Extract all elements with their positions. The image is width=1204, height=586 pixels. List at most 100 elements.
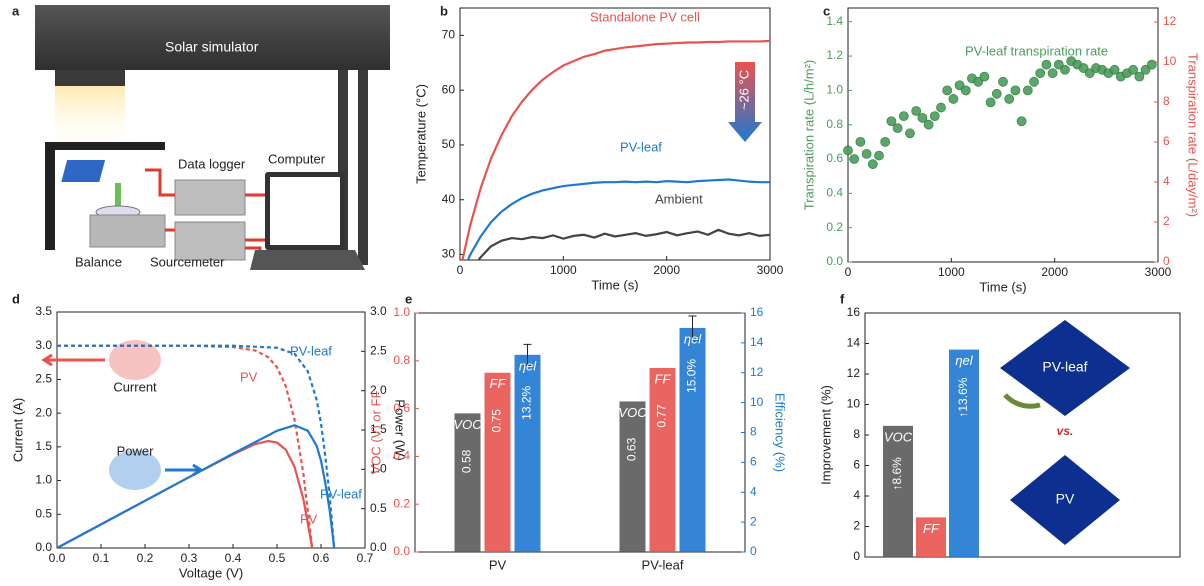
- y-tick-label: 0.8: [393, 353, 410, 367]
- value-label: 0.63: [625, 437, 639, 461]
- y2-tick-label: 3.0: [370, 304, 387, 318]
- series-line: [466, 178, 770, 260]
- pillar: [338, 70, 348, 265]
- point: [979, 71, 990, 82]
- point: [861, 148, 872, 159]
- x-tick-label: 0: [457, 263, 464, 277]
- inset-label: vs.: [1057, 424, 1074, 438]
- bar-name: VOC: [884, 429, 913, 444]
- point: [985, 97, 996, 108]
- bar: [619, 401, 646, 552]
- point: [1010, 85, 1021, 96]
- x-tick-label: 0.4: [225, 551, 242, 565]
- bar: [679, 327, 706, 552]
- annotation-marker: [109, 340, 161, 380]
- bar-name: VOC: [453, 417, 482, 432]
- bar: [514, 354, 541, 552]
- y-tick-label: 50: [442, 137, 456, 151]
- y2-tick-label: 0: [750, 544, 757, 558]
- y-tick-label: 0.8: [826, 117, 843, 131]
- point: [991, 88, 1002, 99]
- y2-tick-label: 16: [750, 305, 764, 319]
- y-tick-label: 1.4: [826, 14, 843, 28]
- point: [843, 145, 853, 156]
- y-tick-label: 2: [853, 519, 860, 533]
- y-tick-label: 2.0: [35, 405, 52, 419]
- y2-tick-label: 0.0: [370, 540, 387, 554]
- series-label: PV: [240, 369, 258, 384]
- error-bar: [523, 343, 532, 366]
- y-tick-label: 0.2: [393, 496, 410, 510]
- point: [855, 136, 866, 147]
- y-axis-label: Transpiration rate (L/h/m²): [801, 60, 816, 211]
- y2-axis-label: Power (W): [393, 399, 408, 460]
- x-tick-label: 0.6: [313, 551, 330, 565]
- x-tick-label: 1000: [938, 265, 965, 279]
- bar-name: VOC: [618, 405, 647, 420]
- series-label: PV: [300, 511, 318, 526]
- stem: [115, 183, 121, 208]
- point: [1134, 71, 1145, 82]
- y-tick-label: 0.0: [35, 540, 52, 554]
- laptop-display: [270, 177, 340, 245]
- y-axis-label: Improvement (%): [818, 385, 833, 485]
- plot-frame: [459, 7, 771, 261]
- x-tick-label: 0.1: [93, 551, 110, 565]
- point: [886, 116, 897, 127]
- point: [880, 136, 891, 147]
- y-tick-label: 70: [442, 28, 456, 42]
- label: Computer: [268, 151, 326, 166]
- point: [911, 106, 922, 116]
- value-label: 15.0%: [685, 359, 699, 393]
- y-tick-label: 0.4: [393, 449, 410, 463]
- pv-cell: [61, 160, 106, 182]
- point: [917, 112, 928, 123]
- y-tick-label: 0.0: [826, 254, 843, 268]
- y-tick-label: 0.2: [826, 220, 843, 234]
- y2-tick-label: 4: [1163, 174, 1170, 188]
- bar-name: ηel: [684, 331, 702, 346]
- logger-box: [174, 179, 246, 216]
- point: [942, 85, 953, 96]
- y2-tick-label: 0: [1163, 254, 1170, 268]
- panel-label: b: [440, 3, 448, 18]
- y2-tick-label: 12: [750, 365, 764, 379]
- x-axis-label: Time (s): [591, 277, 638, 292]
- point: [905, 128, 915, 139]
- y-tick-label: 6: [853, 458, 860, 472]
- point: [948, 94, 959, 104]
- y-tick-label: 1.0: [35, 473, 52, 487]
- label: Balance: [75, 254, 122, 269]
- bar: [883, 425, 913, 557]
- x-tick-label: 0.3: [181, 551, 198, 565]
- y-tick-label: 12: [847, 366, 861, 380]
- error-bar: [688, 315, 697, 341]
- bar-name: ηel: [519, 358, 537, 373]
- x-tick-label: PV: [489, 557, 507, 572]
- y2-tick-label: 6: [1163, 134, 1170, 148]
- y-tick-label: 0: [853, 549, 860, 563]
- pillar: [358, 70, 368, 265]
- series-label: PV-leaf: [320, 486, 362, 501]
- y-tick-label: 60: [442, 82, 456, 96]
- x-tick-label: 0.5: [269, 551, 286, 565]
- bar: [649, 367, 676, 552]
- pv-leaf-diamond: [1000, 320, 1130, 416]
- point: [892, 123, 903, 134]
- series-line: [57, 344, 314, 548]
- inset-label: PV-leaf: [1042, 359, 1087, 375]
- point: [929, 111, 940, 122]
- y2-tick-label: 8: [750, 425, 757, 439]
- x-axis-label: Time (s): [979, 279, 1026, 294]
- setup-diagram: a Solar simulator Data logger Computer B…: [12, 3, 390, 270]
- series-label: PV-leaf: [620, 139, 662, 154]
- point: [1060, 64, 1070, 75]
- x-tick-label: 0.2: [137, 551, 154, 565]
- inset: PV-leaf vs. PV: [1000, 320, 1130, 545]
- series-line: [477, 228, 770, 260]
- value-label: 0.75: [490, 409, 504, 433]
- y2-tick-label: 10: [750, 395, 764, 409]
- leaf: [1003, 393, 1041, 409]
- y-tick-label: 3.5: [35, 304, 52, 318]
- point: [1004, 94, 1015, 104]
